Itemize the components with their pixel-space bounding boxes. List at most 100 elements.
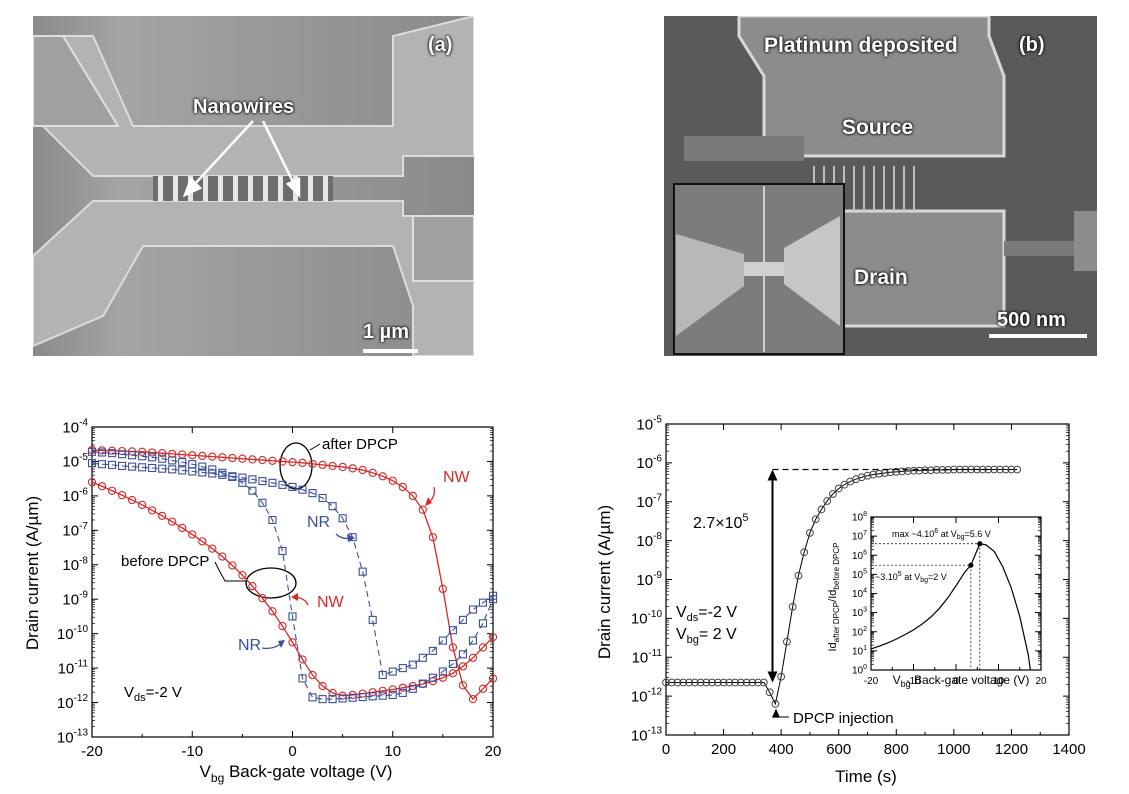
left-nr-point [328, 695, 337, 704]
left-nr-point [338, 694, 347, 703]
left-nw-point [318, 681, 327, 691]
right-chart-x-tick-label: 1000 [937, 741, 970, 758]
left-nr-point [298, 485, 307, 494]
left-nr-point [138, 452, 147, 461]
right-data-point [926, 466, 935, 475]
inset-chart-x-tick-label: 0 [953, 676, 959, 687]
left-nr-point [288, 482, 297, 491]
left-nr-point [348, 533, 357, 542]
left-nw-point [258, 455, 267, 465]
right-data-point [754, 678, 763, 687]
right-data-point [869, 470, 878, 479]
left-nw-point [488, 674, 498, 683]
left-nr-point [87, 459, 97, 468]
right-vds-label: Vds=-2 V [676, 604, 737, 624]
left-nr-point [258, 477, 267, 486]
left-annotation-marks [214, 442, 436, 650]
left-nr-point [398, 664, 407, 673]
right-data-point [829, 490, 837, 498]
inset-chart-y-tick-label: 107 [852, 530, 867, 543]
left-nw-point [428, 533, 437, 542]
right-chart-x-tick-label: 1400 [1052, 741, 1085, 758]
left-nr-point [288, 612, 297, 621]
left-nw-point [288, 457, 297, 467]
right-data-point [823, 497, 832, 505]
source-label: Source [842, 116, 914, 139]
left-nr-point [468, 636, 478, 645]
left-nw-point [127, 495, 137, 505]
right-data-point [834, 484, 843, 493]
left-nw-point [198, 537, 207, 546]
left-chart-x-axis-label: Vbg Back-gate voltage (V) [200, 762, 393, 785]
left-nr-point [368, 615, 377, 624]
left-nr-point [278, 546, 287, 556]
right-data-point [685, 678, 693, 687]
left-nr-point [378, 691, 387, 700]
right-chart-y-tick-label: 10-8 [636, 531, 662, 550]
right-data-point [783, 637, 791, 646]
left-nw-point [147, 448, 157, 457]
left-nr-point [268, 478, 277, 487]
left-chart-x-tick-label: 10 [384, 743, 401, 760]
left-nw-point [137, 500, 147, 509]
right-data-point [673, 678, 682, 687]
left-nw-point [107, 486, 117, 495]
inset-chart-y-tick-label: 103 [852, 607, 867, 620]
before-dpcp-label: before DPCP [121, 553, 209, 570]
right-data-point [921, 466, 929, 475]
right-data-point [863, 471, 872, 480]
left-nw-point [137, 447, 147, 456]
right-chart-y-tick-label: 10-11 [632, 648, 663, 667]
left-nw-point [258, 594, 267, 603]
left-nr-point [248, 486, 257, 495]
left-nr-point [338, 514, 347, 523]
left-nr-point [138, 463, 147, 472]
inset-x-axis-label: Vbg Back-gate voltage (V) [893, 673, 1030, 689]
left-nw-point [208, 452, 217, 461]
injection-arrow-head [771, 708, 780, 718]
left-nw-point [248, 455, 257, 464]
right-data-point [903, 467, 912, 475]
left-nw-point [158, 449, 167, 458]
inset-chart-x-tick-label: 20 [1035, 676, 1047, 687]
right-data-point [806, 528, 814, 537]
panel-label-a: (a) [428, 34, 453, 56]
left-nw-point [238, 570, 247, 580]
left-nw-point [168, 517, 177, 526]
inset-chart-x-tick-label: 10 [993, 676, 1005, 687]
left-nw-point [188, 451, 197, 460]
left-nw-point [448, 643, 458, 652]
left-nw-point [418, 505, 427, 514]
left-nr-point [268, 515, 277, 525]
nr-label-after: NR [307, 514, 330, 531]
sem-image-b: Platinum deposited (b) Source Drain 500 … [664, 16, 1097, 356]
right-data-point [990, 465, 999, 474]
left-nw-point [228, 453, 237, 463]
inset-chart-y-tick-label: 108 [852, 511, 867, 524]
panel-label-b: (b) [1019, 34, 1045, 56]
left-chart-y-tick-label: 10-9 [62, 590, 88, 609]
left-nr-point [318, 493, 327, 503]
right-chart-x-tick-label: 0 [662, 741, 670, 758]
ratio-arrow-head-down [767, 671, 778, 683]
left-chart-y-tick-label: 10-7 [62, 521, 88, 540]
left-nr-point [308, 693, 317, 702]
left-nw-point [468, 694, 478, 704]
left-nw-point [268, 456, 277, 465]
left-nr-point [158, 464, 167, 473]
left-nw-point [448, 669, 458, 678]
left-nw-point [318, 460, 327, 470]
left-nw-point [308, 670, 317, 680]
right-data-point [892, 467, 901, 476]
left-nw-point [268, 607, 277, 616]
left-nr-point [408, 684, 417, 693]
right-data-point [719, 678, 728, 687]
left-nr-point [428, 646, 437, 655]
left-nr-point [388, 667, 397, 676]
left-nr-point [368, 692, 377, 701]
dpcp-injection-label: DPCP injection [793, 710, 894, 727]
right-data-point [742, 678, 751, 687]
inset-low-annotation: ~3.105 at Vbg=2 V [875, 571, 947, 584]
after-dpcp-label: after DPCP [322, 436, 398, 453]
